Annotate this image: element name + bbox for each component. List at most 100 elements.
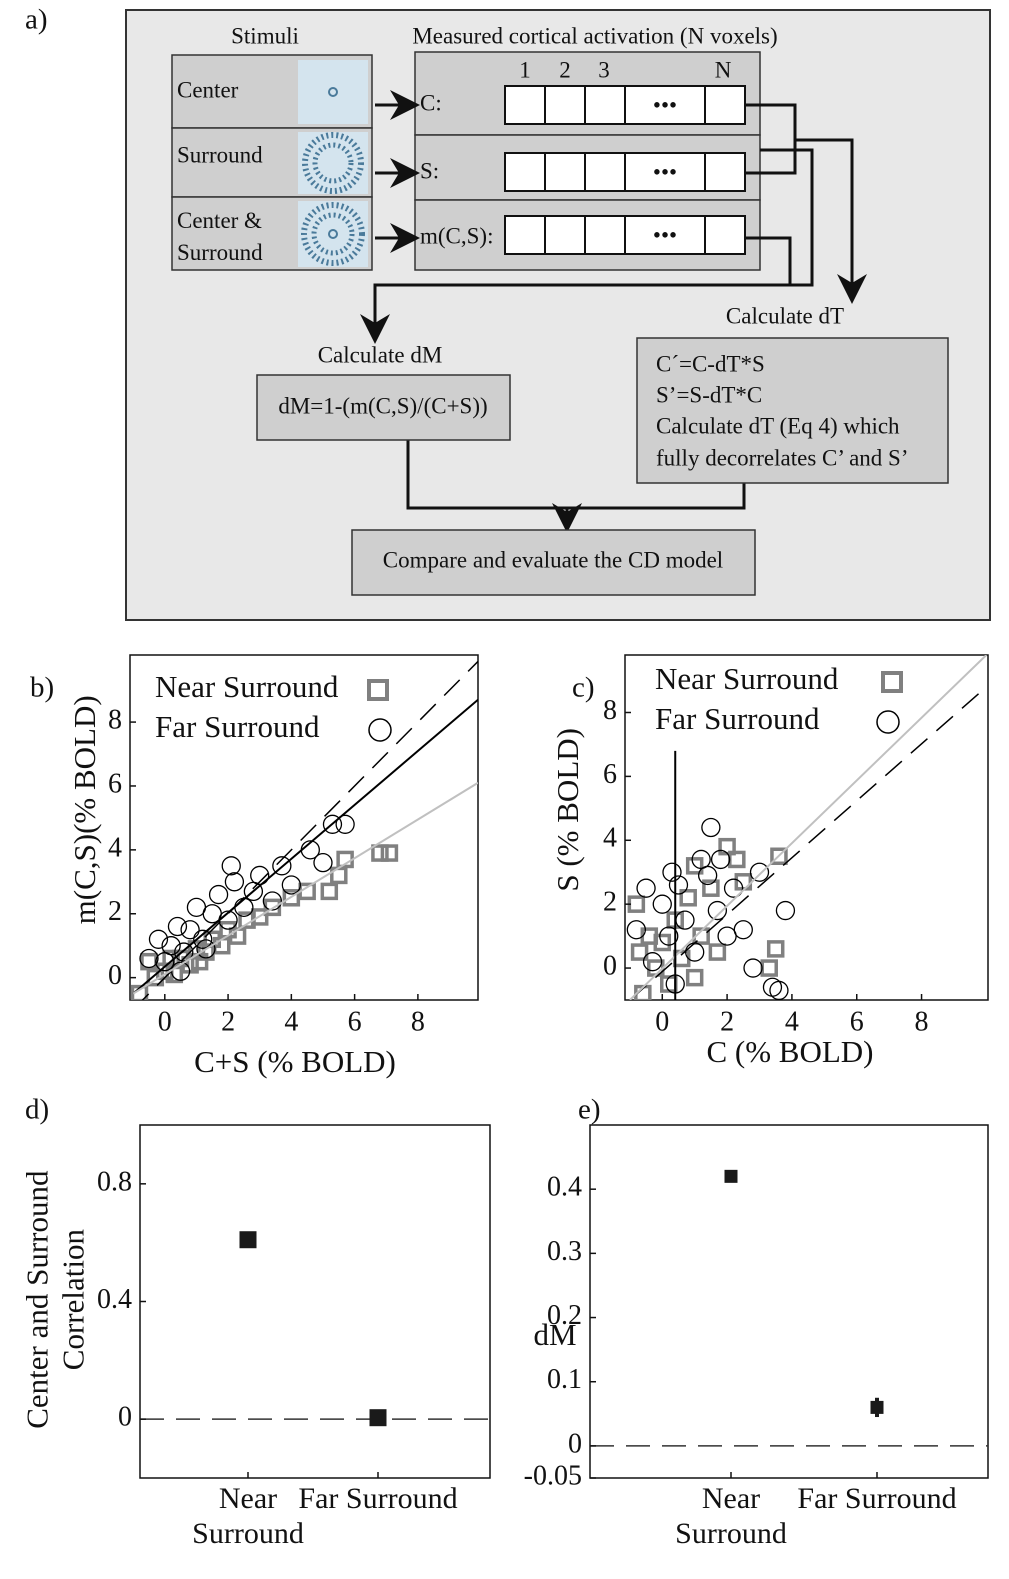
fit-line — [132, 781, 478, 995]
point — [660, 975, 678, 993]
point — [766, 940, 785, 958]
point — [659, 926, 679, 946]
point — [320, 882, 339, 901]
voxel-label: 2 — [559, 57, 571, 82]
point — [208, 884, 229, 905]
y-tick-label: 0.2 — [547, 1300, 582, 1331]
y-tick-label: 4 — [603, 823, 617, 854]
calc-dm-box — [256, 374, 511, 441]
calc-dt-line: fully decorrelates C’ and S’ — [656, 445, 908, 470]
x-tick-label: 0 — [655, 1006, 669, 1037]
point — [724, 1169, 738, 1183]
point — [139, 948, 159, 969]
point — [630, 943, 649, 961]
point — [250, 908, 269, 926]
legend-label: Near Surround — [155, 669, 339, 704]
point — [692, 927, 710, 945]
plot-frame — [589, 1124, 989, 1479]
point — [675, 910, 695, 930]
point — [734, 873, 753, 891]
point — [224, 872, 245, 892]
stimuli-header: Stimuli — [231, 23, 299, 48]
compare-box — [351, 529, 756, 596]
x-tick-label: 6 — [850, 1006, 864, 1037]
point — [167, 916, 188, 937]
voxel-cells — [504, 85, 746, 255]
y-tick-label: 0.4 — [97, 1284, 132, 1315]
legend-label: Far Surround — [155, 709, 320, 744]
point — [697, 865, 718, 886]
fit-line — [629, 655, 988, 1000]
y-tick-label: 6 — [108, 768, 122, 799]
stimulus-label: Surround — [177, 142, 263, 167]
calc-dt-title: Calculate dT — [726, 303, 844, 328]
point — [717, 926, 737, 946]
plot-area — [626, 655, 988, 1000]
point — [662, 862, 682, 882]
diagram: a) Stimuli Measured cortical activation … — [25, 4, 991, 621]
y-tick-label: 0.4 — [547, 1172, 582, 1203]
plot-frame — [129, 654, 479, 1001]
ellipsis: ••• — [653, 92, 677, 117]
point — [770, 847, 788, 865]
plot-area — [590, 1169, 988, 1447]
y-tick-label: 0 — [568, 1428, 582, 1459]
point — [710, 849, 731, 870]
compare-text: Compare and evaluate the CD model — [383, 547, 723, 572]
point — [668, 875, 689, 895]
calc-dt-line: Calculate dT (Eq 4) which — [656, 413, 900, 438]
row-label: C: — [420, 90, 442, 115]
point — [685, 857, 704, 875]
point — [702, 879, 720, 897]
point — [652, 894, 672, 914]
point — [380, 844, 399, 862]
panel-label: d) — [25, 1094, 49, 1126]
point — [760, 959, 778, 977]
x-tick-label: Near Surround — [192, 1482, 304, 1550]
panel-label: b) — [30, 672, 54, 704]
legend-marker — [881, 671, 903, 693]
x-tick-label: 6 — [348, 1006, 362, 1037]
point — [250, 865, 270, 886]
legend-label: Near Surround — [655, 661, 839, 696]
point — [193, 929, 213, 949]
plot-frame — [139, 1124, 491, 1479]
point — [733, 920, 753, 940]
point — [769, 980, 789, 1000]
y-tick-label: 0.3 — [547, 1236, 582, 1267]
connectors — [360, 90, 867, 533]
x-tick-label: 2 — [720, 1006, 734, 1037]
y-axis-label: S (% BOLD) — [550, 728, 586, 892]
point — [685, 968, 704, 987]
point — [775, 900, 796, 921]
point — [723, 878, 744, 898]
x-tick-label: 4 — [284, 1006, 298, 1037]
panel-label: c) — [572, 672, 595, 704]
y-axis-label: dM — [533, 1317, 577, 1352]
y-tick-label: 4 — [108, 832, 122, 863]
y-tick-label: 0.1 — [547, 1364, 582, 1395]
point — [281, 875, 301, 895]
point — [313, 852, 333, 873]
stimulus-label: Center & Surround — [177, 208, 263, 265]
legend-marker — [368, 718, 392, 742]
point — [743, 958, 763, 978]
x-tick-label: 0 — [158, 1006, 172, 1037]
y-tick-label: 8 — [603, 695, 617, 726]
stimulus-label: Center — [177, 77, 239, 102]
fit-line — [141, 660, 478, 1000]
y-tick-label: 2 — [108, 896, 122, 927]
point — [174, 942, 194, 962]
calc-dm-title: Calculate dM — [318, 342, 443, 367]
point — [239, 1231, 257, 1249]
panel-label: e) — [578, 1094, 601, 1126]
voxel-label: N — [715, 57, 732, 82]
y-tick-label: 0.8 — [97, 1166, 132, 1197]
x-tick-label: 4 — [785, 1006, 799, 1037]
voxel-label: 3 — [598, 57, 610, 82]
calc-dt-box — [636, 337, 949, 484]
x-tick-label: Far Surround — [298, 1482, 458, 1515]
point — [701, 817, 721, 838]
x-tick-label: Far Surround — [797, 1482, 957, 1515]
